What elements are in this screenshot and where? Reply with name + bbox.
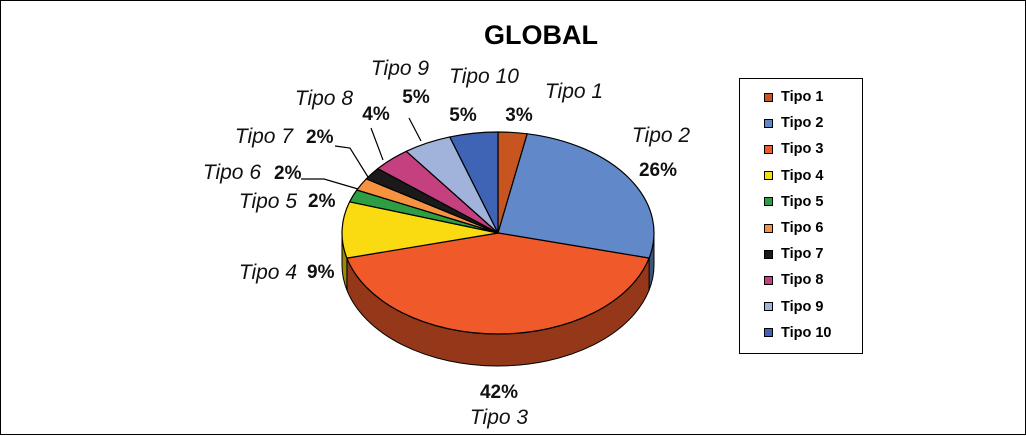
legend-label-7: Tipo 7 bbox=[781, 246, 824, 263]
slice-4 bbox=[341, 201, 499, 259]
slice-10 bbox=[449, 131, 499, 234]
percent-label-3: 42% bbox=[480, 382, 518, 403]
category-label-5: Tipo 5 bbox=[239, 190, 298, 213]
legend-swatch-9 bbox=[764, 302, 773, 312]
leader-line-8 bbox=[370, 127, 384, 161]
leader-line-6 bbox=[301, 178, 359, 190]
chart-title: GLOBAL bbox=[484, 20, 598, 50]
legend-label-10: Tipo 10 bbox=[781, 324, 832, 341]
legend: Tipo 1 Tipo 2 Tipo 3 Tipo 4 Tipo 5 Tipo 6 Tipo… bbox=[739, 78, 863, 354]
legend-item-3: Tipo 3 bbox=[764, 139, 823, 159]
leader-lines bbox=[301, 117, 422, 190]
percent-label-6: 2% bbox=[274, 163, 302, 184]
percent-label-5: 2% bbox=[308, 191, 336, 212]
legend-label-1: Tipo 1 bbox=[781, 89, 824, 105]
percent-label-2: 26% bbox=[639, 160, 677, 181]
legend-label-2: Tipo 2 bbox=[781, 115, 824, 132]
category-label-2: Tipo 2 bbox=[632, 124, 691, 147]
legend-item-6: Tipo 6 bbox=[764, 218, 823, 238]
percent-label-9: 5% bbox=[402, 87, 430, 108]
legend-swatch-4 bbox=[764, 171, 773, 181]
legend-swatch-10 bbox=[764, 328, 773, 338]
legend-label-4: Tipo 4 bbox=[781, 167, 824, 184]
category-label-8: Tipo 8 bbox=[295, 87, 354, 110]
legend-label-3: Tipo 3 bbox=[781, 141, 824, 158]
legend-swatch-3 bbox=[764, 144, 773, 154]
legend-item-4: Tipo 4 bbox=[764, 166, 823, 186]
legend-item-9: Tipo 9 bbox=[764, 297, 823, 317]
slice-3 bbox=[346, 232, 650, 335]
percent-label-8: 4% bbox=[362, 104, 390, 125]
category-label-1: Tipo 1 bbox=[545, 80, 603, 103]
category-label-10: Tipo 10 bbox=[449, 65, 519, 88]
legend-swatch-1 bbox=[764, 92, 773, 102]
legend-label-8: Tipo 8 bbox=[781, 272, 824, 289]
legend-swatch-7 bbox=[764, 249, 773, 259]
slice-2 bbox=[497, 133, 655, 259]
legend-item-7: Tipo 7 bbox=[764, 244, 823, 264]
legend-swatch-2 bbox=[764, 118, 773, 128]
slice-labels: Tipo 1 3% Tipo 2 26% Tipo 3 42% Tipo 4 9% Tipo 5… bbox=[203, 57, 691, 429]
category-label-9: Tipo 9 bbox=[371, 57, 430, 80]
category-label-3: Tipo 3 bbox=[470, 406, 529, 429]
legend-item-10: Tipo 10 bbox=[764, 323, 832, 343]
legend-swatch-8 bbox=[764, 275, 773, 285]
percent-label-10: 5% bbox=[449, 105, 477, 126]
legend-item-1: Tipo 1 bbox=[764, 87, 823, 107]
legend-swatch-6 bbox=[764, 223, 773, 233]
leader-line-9 bbox=[408, 117, 422, 142]
percent-label-7: 2% bbox=[306, 127, 334, 148]
legend-swatch-5 bbox=[764, 197, 773, 207]
pie-top bbox=[341, 131, 655, 335]
legend-item-5: Tipo 5 bbox=[764, 192, 823, 212]
legend-item-8: Tipo 8 bbox=[764, 270, 823, 290]
category-label-4: Tipo 4 bbox=[239, 261, 297, 284]
legend-label-6: Tipo 6 bbox=[781, 220, 824, 236]
percent-label-1: 3% bbox=[505, 105, 533, 126]
legend-label-9: Tipo 9 bbox=[781, 298, 824, 315]
percent-label-4: 9% bbox=[307, 262, 335, 283]
category-label-7: Tipo 7 bbox=[235, 125, 295, 148]
leader-line-7 bbox=[334, 145, 369, 178]
category-label-6: Tipo 6 bbox=[203, 161, 262, 184]
legend-label-5: Tipo 5 bbox=[781, 193, 824, 210]
legend-item-2: Tipo 2 bbox=[764, 113, 823, 133]
